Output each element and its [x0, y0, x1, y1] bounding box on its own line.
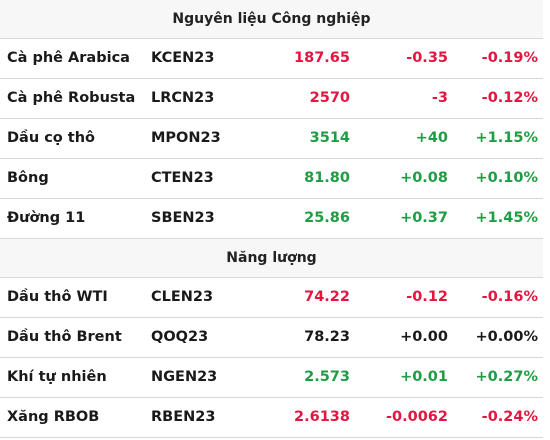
price-change: +0.01 [400, 369, 448, 385]
price-change: +0.08 [400, 170, 448, 186]
last-price: 2.6138 [294, 409, 350, 425]
last-price: 2.573 [304, 369, 350, 385]
table-row[interactable]: Dầu thô Brent QOQ23 78.23 +0.00 +0.00% [0, 318, 543, 358]
last-price: 78.23 [304, 329, 350, 345]
last-price: 81.80 [304, 170, 350, 186]
table-row[interactable]: Dầu cọ thô MPON23 3514 +40 +1.15% [0, 119, 543, 159]
table-row[interactable]: Bông CTEN23 81.80 +0.08 +0.10% [0, 159, 543, 199]
commodity-name: Đường 11 [7, 210, 86, 226]
last-price: 74.22 [304, 289, 350, 305]
commodity-name: Cà phê Arabica [7, 50, 130, 66]
percent-change: -0.12% [481, 90, 538, 106]
contract-code: CLEN23 [151, 289, 214, 305]
contract-code: NGEN23 [151, 369, 218, 385]
last-price: 25.86 [304, 210, 350, 226]
percent-change: +1.15% [475, 130, 538, 146]
commodity-name: Xăng RBOB [7, 409, 100, 425]
contract-code: RBEN23 [151, 409, 216, 425]
last-price: 3514 [309, 130, 350, 146]
table-row[interactable]: Khí tự nhiên NGEN23 2.573 +0.01 +0.27% [0, 358, 543, 398]
commodity-name: Dầu cọ thô [7, 130, 96, 146]
commodity-name: Dầu thô WTI [7, 289, 108, 305]
last-price: 187.65 [294, 50, 350, 66]
table-row[interactable]: Cà phê Arabica KCEN23 187.65 -0.35 -0.19… [0, 39, 543, 79]
percent-change: +0.10% [475, 170, 538, 186]
contract-code: MPON23 [151, 130, 221, 146]
section-header-industrial: Nguyên liệu Công nghiệp [0, 0, 543, 39]
table-row[interactable]: Đường 11 SBEN23 25.86 +0.37 +1.45% [0, 199, 543, 239]
table-row[interactable]: Xăng RBOB RBEN23 2.6138 -0.0062 -0.24% [0, 398, 543, 438]
percent-change: +1.45% [475, 210, 538, 226]
table-row[interactable]: Cà phê Robusta LRCN23 2570 -3 -0.12% [0, 79, 543, 119]
commodity-name: Khí tự nhiên [7, 369, 107, 385]
contract-code: KCEN23 [151, 50, 215, 66]
price-change: -0.35 [406, 50, 448, 66]
contract-code: CTEN23 [151, 170, 214, 186]
table-row[interactable]: Dầu thô WTI CLEN23 74.22 -0.12 -0.16% [0, 278, 543, 318]
commodity-name: Dầu thô Brent [7, 329, 122, 345]
commodity-name: Bông [7, 170, 49, 186]
section-title: Năng lượng [226, 250, 317, 266]
price-change: -0.12 [406, 289, 448, 305]
contract-code: QOQ23 [151, 329, 209, 345]
price-change: +0.37 [400, 210, 448, 226]
contract-code: LRCN23 [151, 90, 215, 106]
price-change: -3 [431, 90, 448, 106]
percent-change: -0.19% [481, 50, 538, 66]
percent-change: +0.27% [475, 369, 538, 385]
price-change: +40 [415, 130, 448, 146]
price-change: +0.00 [400, 329, 448, 345]
last-price: 2570 [309, 90, 350, 106]
commodity-name: Cà phê Robusta [7, 90, 136, 106]
percent-change: +0.00% [475, 329, 538, 345]
contract-code: SBEN23 [151, 210, 215, 226]
section-header-energy: Năng lượng [0, 239, 543, 278]
section-title: Nguyên liệu Công nghiệp [172, 11, 371, 27]
price-change: -0.0062 [386, 409, 448, 425]
percent-change: -0.24% [481, 409, 538, 425]
percent-change: -0.16% [481, 289, 538, 305]
